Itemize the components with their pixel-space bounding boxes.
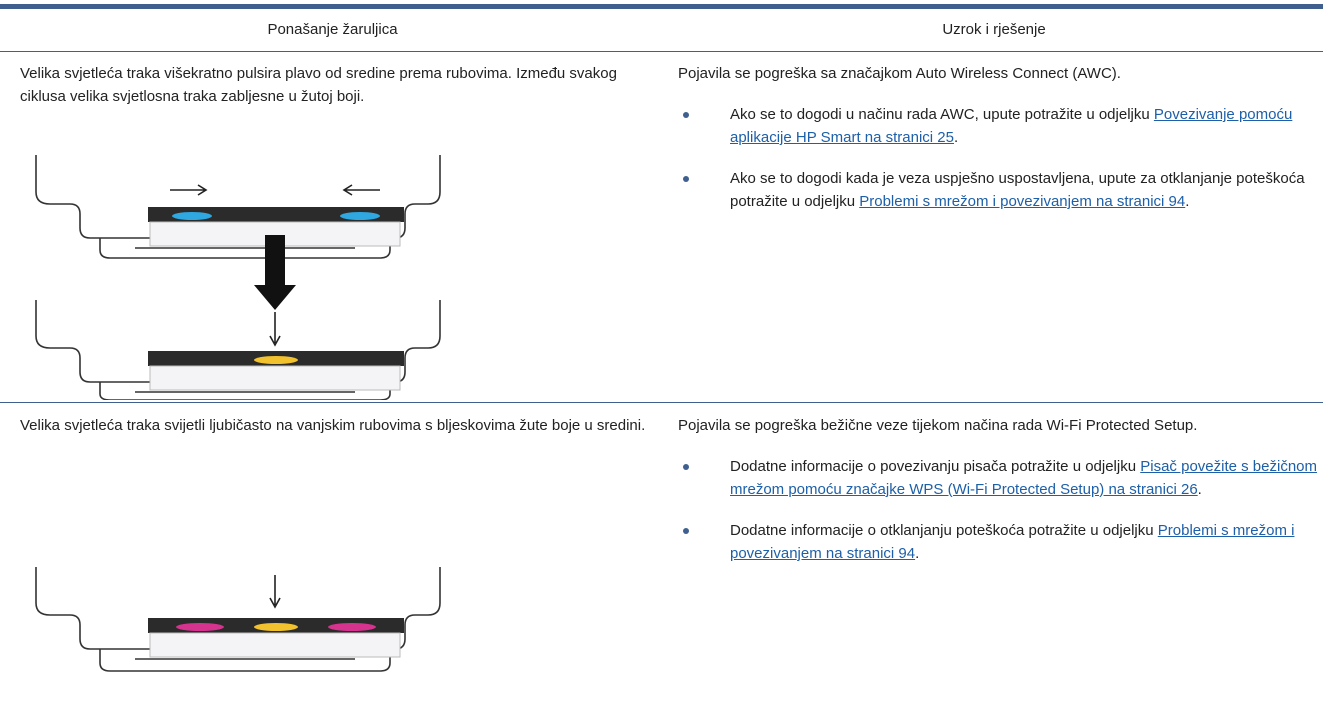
bullet-item: Ako se to dogodi u načinu rada AWC, uput…: [678, 103, 1320, 149]
column-header: Ponašanje žaruljica: [267, 21, 398, 38]
bullet-text: Dodatne informacije o povezivanju pisača…: [730, 458, 1137, 475]
link[interactable]: Pisač povežite s bežičnom mrežom pomoću …: [730, 458, 1317, 498]
bullet-list: Ako se to dogodi u načinu rada AWC, uput…: [678, 103, 1320, 213]
row-rule: [0, 402, 1323, 403]
bullet-end: .: [915, 545, 920, 562]
behavior-text: Velika svjetleća traka svijetli ljubičas…: [20, 417, 646, 434]
bullet-end: .: [1197, 481, 1202, 498]
cause-text: Pojavila se pogreška bežične veze tijeko…: [678, 417, 1198, 434]
bullet-text: Ako se to dogodi kada je veza uspješno u…: [730, 170, 1305, 210]
illustration: [35, 567, 441, 672]
bullet-list: Dodatne informacije o povezivanju pisača…: [678, 455, 1320, 565]
top-rule: [0, 4, 1323, 9]
link[interactable]: Povezivanje pomoću aplikacije HP Smart n…: [730, 106, 1293, 146]
bullet-text: Ako se to dogodi u načinu rada AWC, uput…: [730, 106, 1150, 123]
bullet-item: Ako se to dogodi kada je veza uspješno u…: [678, 167, 1320, 213]
bullet-text: Dodatne informacije o otklanjanju potešk…: [730, 522, 1154, 539]
cause-text: Pojavila se pogreška sa značajkom Auto W…: [678, 65, 1121, 82]
cause: Pojavila se pogreška bežične veze tijeko…: [678, 414, 1320, 565]
link[interactable]: Problemi s mrežom i povezivanjem na stra…: [859, 193, 1186, 210]
column-header: Uzrok i rješenje: [942, 21, 1046, 38]
bullet-item: Dodatne informacije o otklanjanju potešk…: [678, 519, 1320, 565]
illustration: [35, 155, 441, 400]
header-rule: [0, 51, 1323, 52]
behavior-text: Velika svjetleća traka višekratno pulsir…: [20, 65, 617, 105]
bullet-end: .: [1185, 193, 1190, 210]
cause: Pojavila se pogreška sa značajkom Auto W…: [678, 62, 1320, 213]
bullet-end: .: [954, 129, 959, 146]
bullet-item: Dodatne informacije o povezivanju pisača…: [678, 455, 1320, 501]
link[interactable]: Problemi s mrežom i povezivanjem na stra…: [730, 522, 1295, 562]
